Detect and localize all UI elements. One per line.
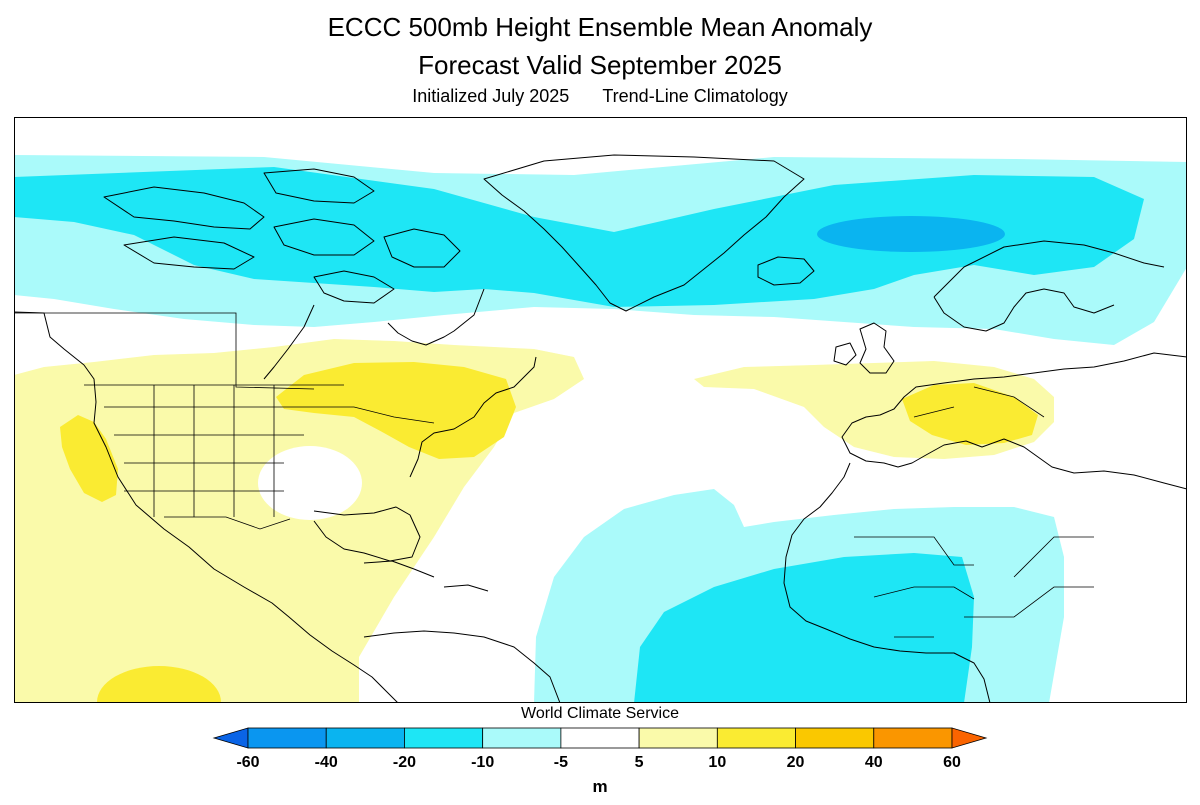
colorbar-tick-label: -10 bbox=[471, 754, 494, 771]
southeast-us-neutral bbox=[258, 446, 362, 520]
climatology-label: Trend-Line Climatology bbox=[602, 86, 788, 106]
great-lakes-positive-core bbox=[276, 362, 516, 459]
colorbar-swatch bbox=[716, 727, 796, 749]
colorbar-unit-label: m bbox=[592, 777, 607, 796]
colorbar-tick-label: 10 bbox=[708, 754, 726, 771]
greenland-coastline bbox=[483, 154, 805, 312]
british-isles-coastline bbox=[833, 322, 895, 374]
anomaly-map bbox=[14, 117, 1187, 703]
colorbar-tick-label: 20 bbox=[787, 754, 805, 771]
map-subtitle: Forecast Valid September 2025 bbox=[418, 50, 782, 80]
north-america-coastline bbox=[14, 288, 537, 703]
iceland-coastline bbox=[757, 256, 815, 286]
colorbar-swatch-min bbox=[212, 727, 249, 749]
arctic-negative-anomaly bbox=[14, 167, 1144, 307]
colorbar-tick-label: -5 bbox=[554, 754, 568, 771]
credit-label: World Climate Service bbox=[521, 705, 679, 722]
colorbar-swatch bbox=[795, 727, 875, 749]
colorbar-tick-label: 5 bbox=[635, 754, 644, 771]
pacific-positive-core bbox=[97, 666, 221, 703]
caribbean-coastline bbox=[363, 560, 561, 703]
colorbar: -60 -40 -20 -10 -5 5 10 20 40 60 m bbox=[212, 727, 988, 796]
europe-positive-core bbox=[902, 383, 1038, 445]
colorbar-swatch-max bbox=[951, 727, 988, 749]
initialized-label: Initialized July 2025 bbox=[412, 86, 570, 106]
europe-africa-coastline bbox=[783, 352, 1187, 703]
norwegian-sea-negative-core bbox=[817, 216, 1005, 252]
colorbar-tick-label: -20 bbox=[393, 754, 416, 771]
colorbar-tick-label: 60 bbox=[943, 754, 961, 771]
colorbar-swatch bbox=[560, 727, 640, 749]
scandinavia-coastline bbox=[933, 240, 1165, 332]
north-america-borders bbox=[14, 312, 435, 530]
colorbar-swatch bbox=[404, 727, 484, 749]
colorbar-swatch bbox=[638, 727, 718, 749]
colorbar-swatch bbox=[482, 727, 562, 749]
map-title: ECCC 500mb Height Ensemble Mean Anomaly bbox=[327, 12, 873, 42]
colorbar-swatch bbox=[247, 727, 327, 749]
colorbar-tick-label: -40 bbox=[315, 754, 338, 771]
west-africa-negative-anomaly bbox=[634, 553, 974, 703]
arctic-islands-coastline bbox=[103, 168, 461, 304]
california-positive-core bbox=[60, 415, 118, 502]
colorbar-tick-label: -60 bbox=[236, 754, 259, 771]
africa-europe-borders bbox=[854, 386, 1094, 638]
colorbar-tick-label: 40 bbox=[865, 754, 883, 771]
map-info-line: Initialized July 2025 Trend-Line Climato… bbox=[0, 86, 1200, 107]
colorbar-swatch bbox=[325, 727, 405, 749]
colorbar-swatch bbox=[873, 727, 953, 749]
